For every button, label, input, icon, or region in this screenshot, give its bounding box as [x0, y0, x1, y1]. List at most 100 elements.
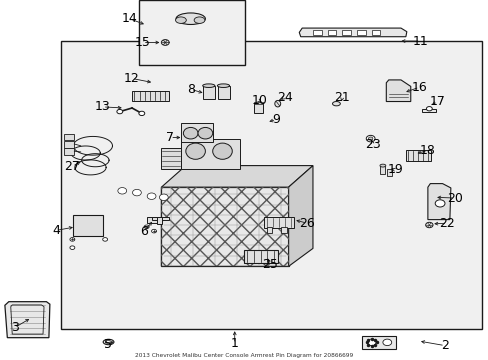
Ellipse shape	[161, 40, 169, 45]
Text: 2013 Chevrolet Malibu Center Console Armrest Pin Diagram for 20866699: 2013 Chevrolet Malibu Center Console Arm…	[135, 353, 353, 358]
Ellipse shape	[118, 188, 126, 194]
Ellipse shape	[382, 339, 391, 346]
Bar	[139, 0, 244, 65]
Bar	[254, 103, 263, 113]
Ellipse shape	[105, 341, 111, 343]
Ellipse shape	[198, 127, 212, 139]
Bar	[217, 86, 229, 99]
Text: 10: 10	[251, 94, 266, 107]
Bar	[281, 227, 286, 233]
Polygon shape	[161, 166, 312, 187]
Bar	[73, 215, 102, 236]
Bar	[361, 336, 395, 349]
Text: 21: 21	[334, 91, 349, 104]
Ellipse shape	[147, 193, 156, 199]
Text: 11: 11	[412, 35, 427, 48]
Polygon shape	[288, 166, 312, 266]
Ellipse shape	[366, 339, 375, 346]
Ellipse shape	[132, 189, 141, 196]
Bar	[327, 30, 336, 35]
Bar	[161, 187, 288, 266]
Text: 18: 18	[419, 144, 435, 157]
Text: 15: 15	[135, 36, 150, 49]
Bar	[146, 217, 159, 223]
Ellipse shape	[144, 225, 149, 229]
Text: 14: 14	[122, 12, 137, 25]
Ellipse shape	[117, 109, 122, 114]
Ellipse shape	[366, 135, 374, 142]
Bar	[244, 250, 277, 263]
Ellipse shape	[202, 84, 215, 87]
Polygon shape	[5, 302, 50, 338]
Ellipse shape	[217, 84, 229, 87]
Ellipse shape	[183, 127, 198, 139]
Ellipse shape	[274, 100, 280, 107]
Text: 1: 1	[230, 337, 238, 350]
Bar	[181, 123, 212, 142]
Text: 8: 8	[186, 83, 194, 96]
Bar	[254, 102, 263, 104]
Text: 5: 5	[103, 338, 111, 351]
Ellipse shape	[194, 17, 204, 23]
Text: 17: 17	[429, 95, 445, 108]
Bar	[203, 86, 215, 99]
Bar	[386, 169, 391, 176]
Text: 2: 2	[440, 339, 448, 352]
Text: 4: 4	[52, 224, 60, 237]
Ellipse shape	[103, 339, 114, 345]
Bar	[132, 91, 168, 101]
Ellipse shape	[139, 111, 144, 116]
Bar	[405, 150, 430, 161]
Ellipse shape	[434, 200, 444, 207]
Text: 9: 9	[272, 113, 280, 126]
Text: 20: 20	[446, 192, 462, 204]
Ellipse shape	[332, 102, 340, 106]
Bar	[61, 41, 481, 329]
Text: 7: 7	[166, 131, 174, 144]
Ellipse shape	[212, 143, 232, 159]
Bar	[161, 148, 181, 169]
Text: 6: 6	[140, 225, 148, 238]
Bar	[63, 134, 74, 140]
Ellipse shape	[379, 164, 385, 167]
Bar	[264, 217, 294, 228]
Bar	[63, 141, 74, 148]
Text: 3: 3	[11, 321, 19, 334]
Bar	[421, 109, 435, 112]
Ellipse shape	[151, 229, 156, 233]
Ellipse shape	[102, 238, 107, 241]
Bar	[312, 30, 321, 35]
Bar	[356, 30, 365, 35]
Bar	[151, 217, 168, 220]
Ellipse shape	[426, 107, 431, 111]
Polygon shape	[427, 184, 450, 220]
Bar	[157, 217, 162, 224]
Polygon shape	[299, 28, 406, 37]
Bar	[342, 30, 350, 35]
Bar	[63, 148, 74, 155]
Text: 13: 13	[95, 100, 110, 113]
Ellipse shape	[368, 137, 372, 140]
Polygon shape	[386, 80, 410, 102]
Ellipse shape	[70, 238, 75, 241]
Text: 23: 23	[364, 138, 380, 150]
Text: 25: 25	[262, 258, 277, 271]
Ellipse shape	[176, 13, 205, 24]
Text: 27: 27	[64, 160, 80, 173]
Bar	[380, 166, 385, 174]
Text: 26: 26	[299, 217, 314, 230]
Ellipse shape	[185, 143, 205, 159]
Bar	[181, 139, 239, 169]
Text: 12: 12	[124, 72, 140, 85]
Ellipse shape	[425, 222, 432, 228]
Ellipse shape	[159, 194, 168, 201]
Ellipse shape	[175, 17, 186, 23]
Text: 16: 16	[411, 81, 427, 94]
Bar	[161, 187, 288, 266]
Ellipse shape	[70, 246, 75, 249]
Text: 22: 22	[439, 217, 454, 230]
Bar	[266, 227, 272, 233]
Text: 24: 24	[276, 91, 292, 104]
Bar	[371, 30, 380, 35]
Text: 19: 19	[386, 163, 402, 176]
